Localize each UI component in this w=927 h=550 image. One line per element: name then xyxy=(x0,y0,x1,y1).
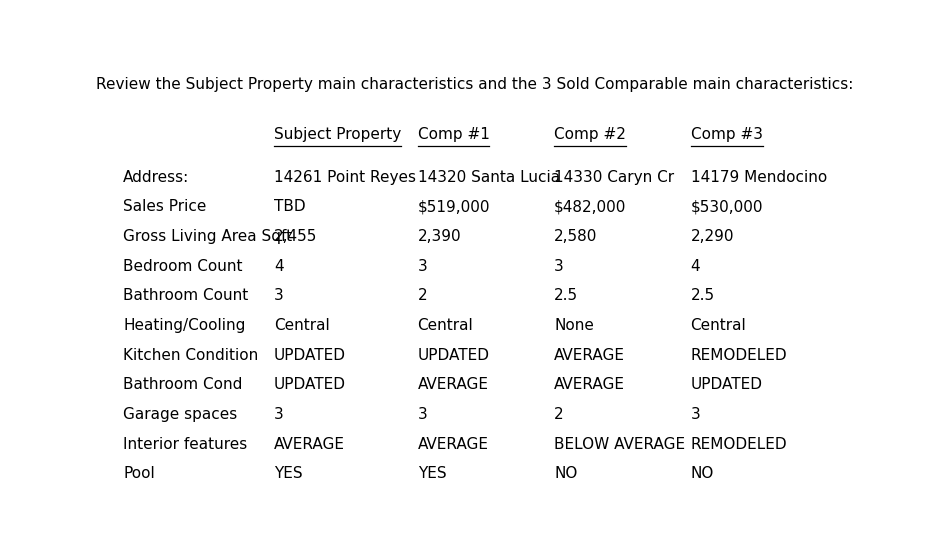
Text: Review the Subject Property main characteristics and the 3 Sold Comparable main : Review the Subject Property main charact… xyxy=(96,76,854,92)
Text: None: None xyxy=(554,318,594,333)
Text: 3: 3 xyxy=(274,288,284,304)
Text: $482,000: $482,000 xyxy=(554,200,627,215)
Text: Central: Central xyxy=(417,318,474,333)
Text: 2.5: 2.5 xyxy=(691,288,715,304)
Text: Address:: Address: xyxy=(123,170,189,185)
Text: UPDATED: UPDATED xyxy=(691,377,763,392)
Text: 4: 4 xyxy=(274,258,284,274)
Text: Comp #2: Comp #2 xyxy=(554,128,626,142)
Text: Subject Property: Subject Property xyxy=(274,128,401,142)
Text: 2.5: 2.5 xyxy=(554,288,578,304)
Text: 14179 Mendocino: 14179 Mendocino xyxy=(691,170,827,185)
Text: 3: 3 xyxy=(417,407,427,422)
Text: 14330 Caryn Cr: 14330 Caryn Cr xyxy=(554,170,674,185)
Text: NO: NO xyxy=(554,466,578,481)
Text: Gross Living Area Sqft: Gross Living Area Sqft xyxy=(123,229,292,244)
Text: $519,000: $519,000 xyxy=(417,200,490,215)
Text: 3: 3 xyxy=(274,407,284,422)
Text: 3: 3 xyxy=(554,258,564,274)
Text: AVERAGE: AVERAGE xyxy=(554,348,625,362)
Text: Bathroom Count: Bathroom Count xyxy=(123,288,248,304)
Text: NO: NO xyxy=(691,466,714,481)
Text: UPDATED: UPDATED xyxy=(417,348,489,362)
Text: 2,455: 2,455 xyxy=(274,229,317,244)
Text: UPDATED: UPDATED xyxy=(274,377,346,392)
Text: 2,390: 2,390 xyxy=(417,229,462,244)
Text: YES: YES xyxy=(274,466,302,481)
Text: YES: YES xyxy=(417,466,446,481)
Text: Kitchen Condition: Kitchen Condition xyxy=(123,348,259,362)
Text: 2,290: 2,290 xyxy=(691,229,734,244)
Text: Heating/Cooling: Heating/Cooling xyxy=(123,318,246,333)
Text: BELOW AVERAGE: BELOW AVERAGE xyxy=(554,437,685,452)
Text: 2: 2 xyxy=(554,407,564,422)
Text: Comp #3: Comp #3 xyxy=(691,128,763,142)
Text: AVERAGE: AVERAGE xyxy=(417,377,489,392)
Text: 3: 3 xyxy=(417,258,427,274)
Text: Central: Central xyxy=(691,318,746,333)
Text: $530,000: $530,000 xyxy=(691,200,763,215)
Text: 14261 Point Reyes: 14261 Point Reyes xyxy=(274,170,416,185)
Text: Central: Central xyxy=(274,318,330,333)
Text: REMODELED: REMODELED xyxy=(691,437,787,452)
Text: UPDATED: UPDATED xyxy=(274,348,346,362)
Text: Bathroom Cond: Bathroom Cond xyxy=(123,377,243,392)
Text: 14320 Santa Lucia: 14320 Santa Lucia xyxy=(417,170,560,185)
Text: Comp #1: Comp #1 xyxy=(417,128,489,142)
Text: REMODELED: REMODELED xyxy=(691,348,787,362)
Text: 3: 3 xyxy=(691,407,701,422)
Text: Interior features: Interior features xyxy=(123,437,248,452)
Text: AVERAGE: AVERAGE xyxy=(274,437,345,452)
Text: TBD: TBD xyxy=(274,200,306,215)
Text: 2: 2 xyxy=(417,288,427,304)
Text: Pool: Pool xyxy=(123,466,155,481)
Text: AVERAGE: AVERAGE xyxy=(554,377,625,392)
Text: Sales Price: Sales Price xyxy=(123,200,207,215)
Text: 4: 4 xyxy=(691,258,700,274)
Text: AVERAGE: AVERAGE xyxy=(417,437,489,452)
Text: Garage spaces: Garage spaces xyxy=(123,407,237,422)
Text: 2,580: 2,580 xyxy=(554,229,598,244)
Text: Bedroom Count: Bedroom Count xyxy=(123,258,243,274)
